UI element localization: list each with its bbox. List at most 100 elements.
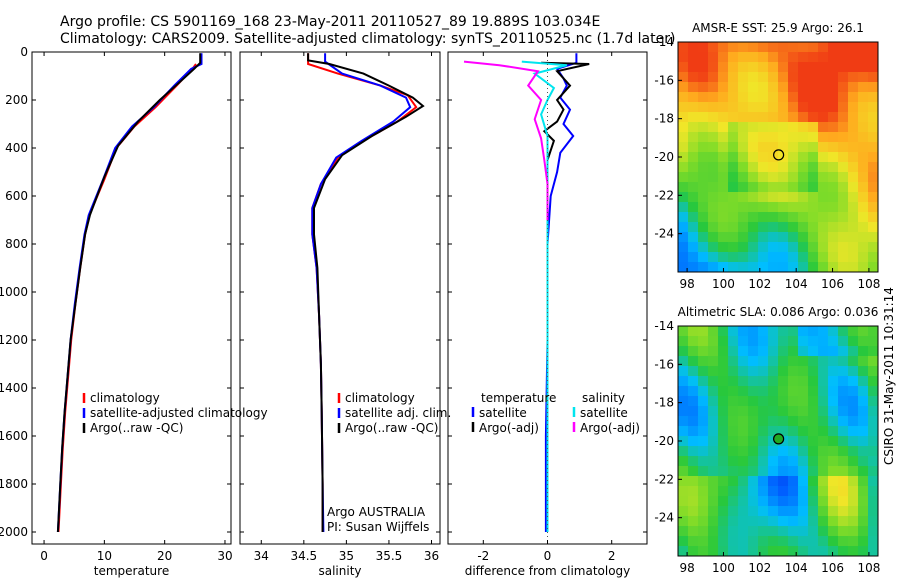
credit-text: CSIRO 31-May-2011 10:31:14 [882,287,896,465]
heatmap-cell [828,386,839,397]
heatmap-cell [788,456,799,467]
heatmap-cell [808,526,819,537]
heatmap-cell [708,366,719,377]
heatmap-cell [828,102,839,113]
heatmap-cell [828,506,839,517]
heatmap-cell [708,182,719,193]
heatmap-cell [728,192,739,203]
heatmap-cell [848,112,859,123]
heatmap-cell [848,386,859,397]
salinity-xlabel: salinity [318,564,361,578]
heatmap-cell [718,142,729,153]
heatmap-cell [788,486,799,497]
heatmap-cell [678,506,689,517]
heatmap-cell [758,416,769,427]
heatmap-cell [868,456,879,467]
heatmap-cell [678,202,689,213]
heatmap-cell [848,426,859,437]
x-tick-label: 106 [821,277,844,291]
heatmap-cell [738,356,749,367]
heatmap-cell [868,112,879,123]
heatmap-cell [808,516,819,527]
y-tick-label: -24 [654,511,674,525]
heatmap-cell [848,546,859,557]
heatmap-cell [818,222,829,233]
heatmap-cell [718,122,729,133]
heatmap-cell [678,416,689,427]
salinity-panel: 34 34.5 35 35.5 36 salinity climatologysatelli… [239,51,451,578]
heatmap-cell [818,52,829,63]
heatmap-cell [828,546,839,557]
heatmap-cell [838,446,849,457]
heatmap-cell [838,72,849,83]
heatmap-cell [768,326,779,337]
heatmap-cell [748,142,759,153]
heatmap-cell [738,486,749,497]
heatmap-cell [678,546,689,557]
heatmap-cell [748,366,759,377]
heatmap-cell [868,62,879,73]
heatmap-cell [778,112,789,123]
heatmap-cell [798,436,809,447]
heatmap-cell [778,142,789,153]
y-tick-label: 800 [5,237,28,251]
x-tick-label: 102 [748,277,771,291]
heatmap-cell [718,436,729,447]
heatmap-cell [848,526,859,537]
heatmap-cell [708,456,719,467]
x-tick-label: 100 [712,561,735,575]
heatmap-cell [848,476,859,487]
heatmap-cell [688,466,699,477]
heatmap-cell [688,182,699,193]
heatmap-cell [868,262,879,273]
heatmap-cell [698,132,709,143]
heatmap-cell [788,222,799,233]
heatmap-cell [678,82,689,93]
heatmap-cell [758,132,769,143]
heatmap-cell [708,122,719,133]
heatmap-cell [838,42,849,53]
heatmap-cell [688,112,699,123]
heatmap-cell [708,336,719,347]
heatmap-cell [748,92,759,103]
heatmap-cell [728,516,739,527]
heatmap-cell [678,486,689,497]
heatmap-cell [718,222,729,233]
heatmap-cell [838,212,849,223]
heatmap-cell [758,326,769,337]
heatmap-cell [728,212,739,223]
heatmap-cell [718,506,729,517]
heatmap-cell [678,516,689,527]
heatmap-cell [678,476,689,487]
heatmap-cell [708,396,719,407]
heatmap-cell [768,142,779,153]
heatmap-cell [698,242,709,253]
heatmap-cell [708,162,719,173]
heatmap-cell [848,192,859,203]
heatmap-cell [678,536,689,547]
heatmap-cell [858,466,869,477]
heatmap-cell [688,92,699,103]
heatmap-cell [858,546,869,557]
heatmap-cell [778,92,789,103]
heatmap-cell [778,456,789,467]
heatmap-cell [798,536,809,547]
heatmap-cell [828,486,839,497]
heatmap-cell [868,212,879,223]
heatmap-cell [748,52,759,63]
heatmap-cell [798,506,809,517]
temperature-frame [31,51,232,545]
heatmap-cell [758,242,769,253]
heatmap-cell [818,202,829,213]
heatmap-cell [838,356,849,367]
heatmap-cell [838,132,849,143]
legend-label: satellite [580,406,628,420]
heatmap-cell [728,242,739,253]
heatmap-cell [728,132,739,143]
heatmap-cell [798,142,809,153]
heatmap-cell [828,222,839,233]
heatmap-cell [818,406,829,417]
heatmap-cell [748,546,759,557]
heatmap-cell [728,122,739,133]
y-tick-label: -14 [654,35,674,49]
